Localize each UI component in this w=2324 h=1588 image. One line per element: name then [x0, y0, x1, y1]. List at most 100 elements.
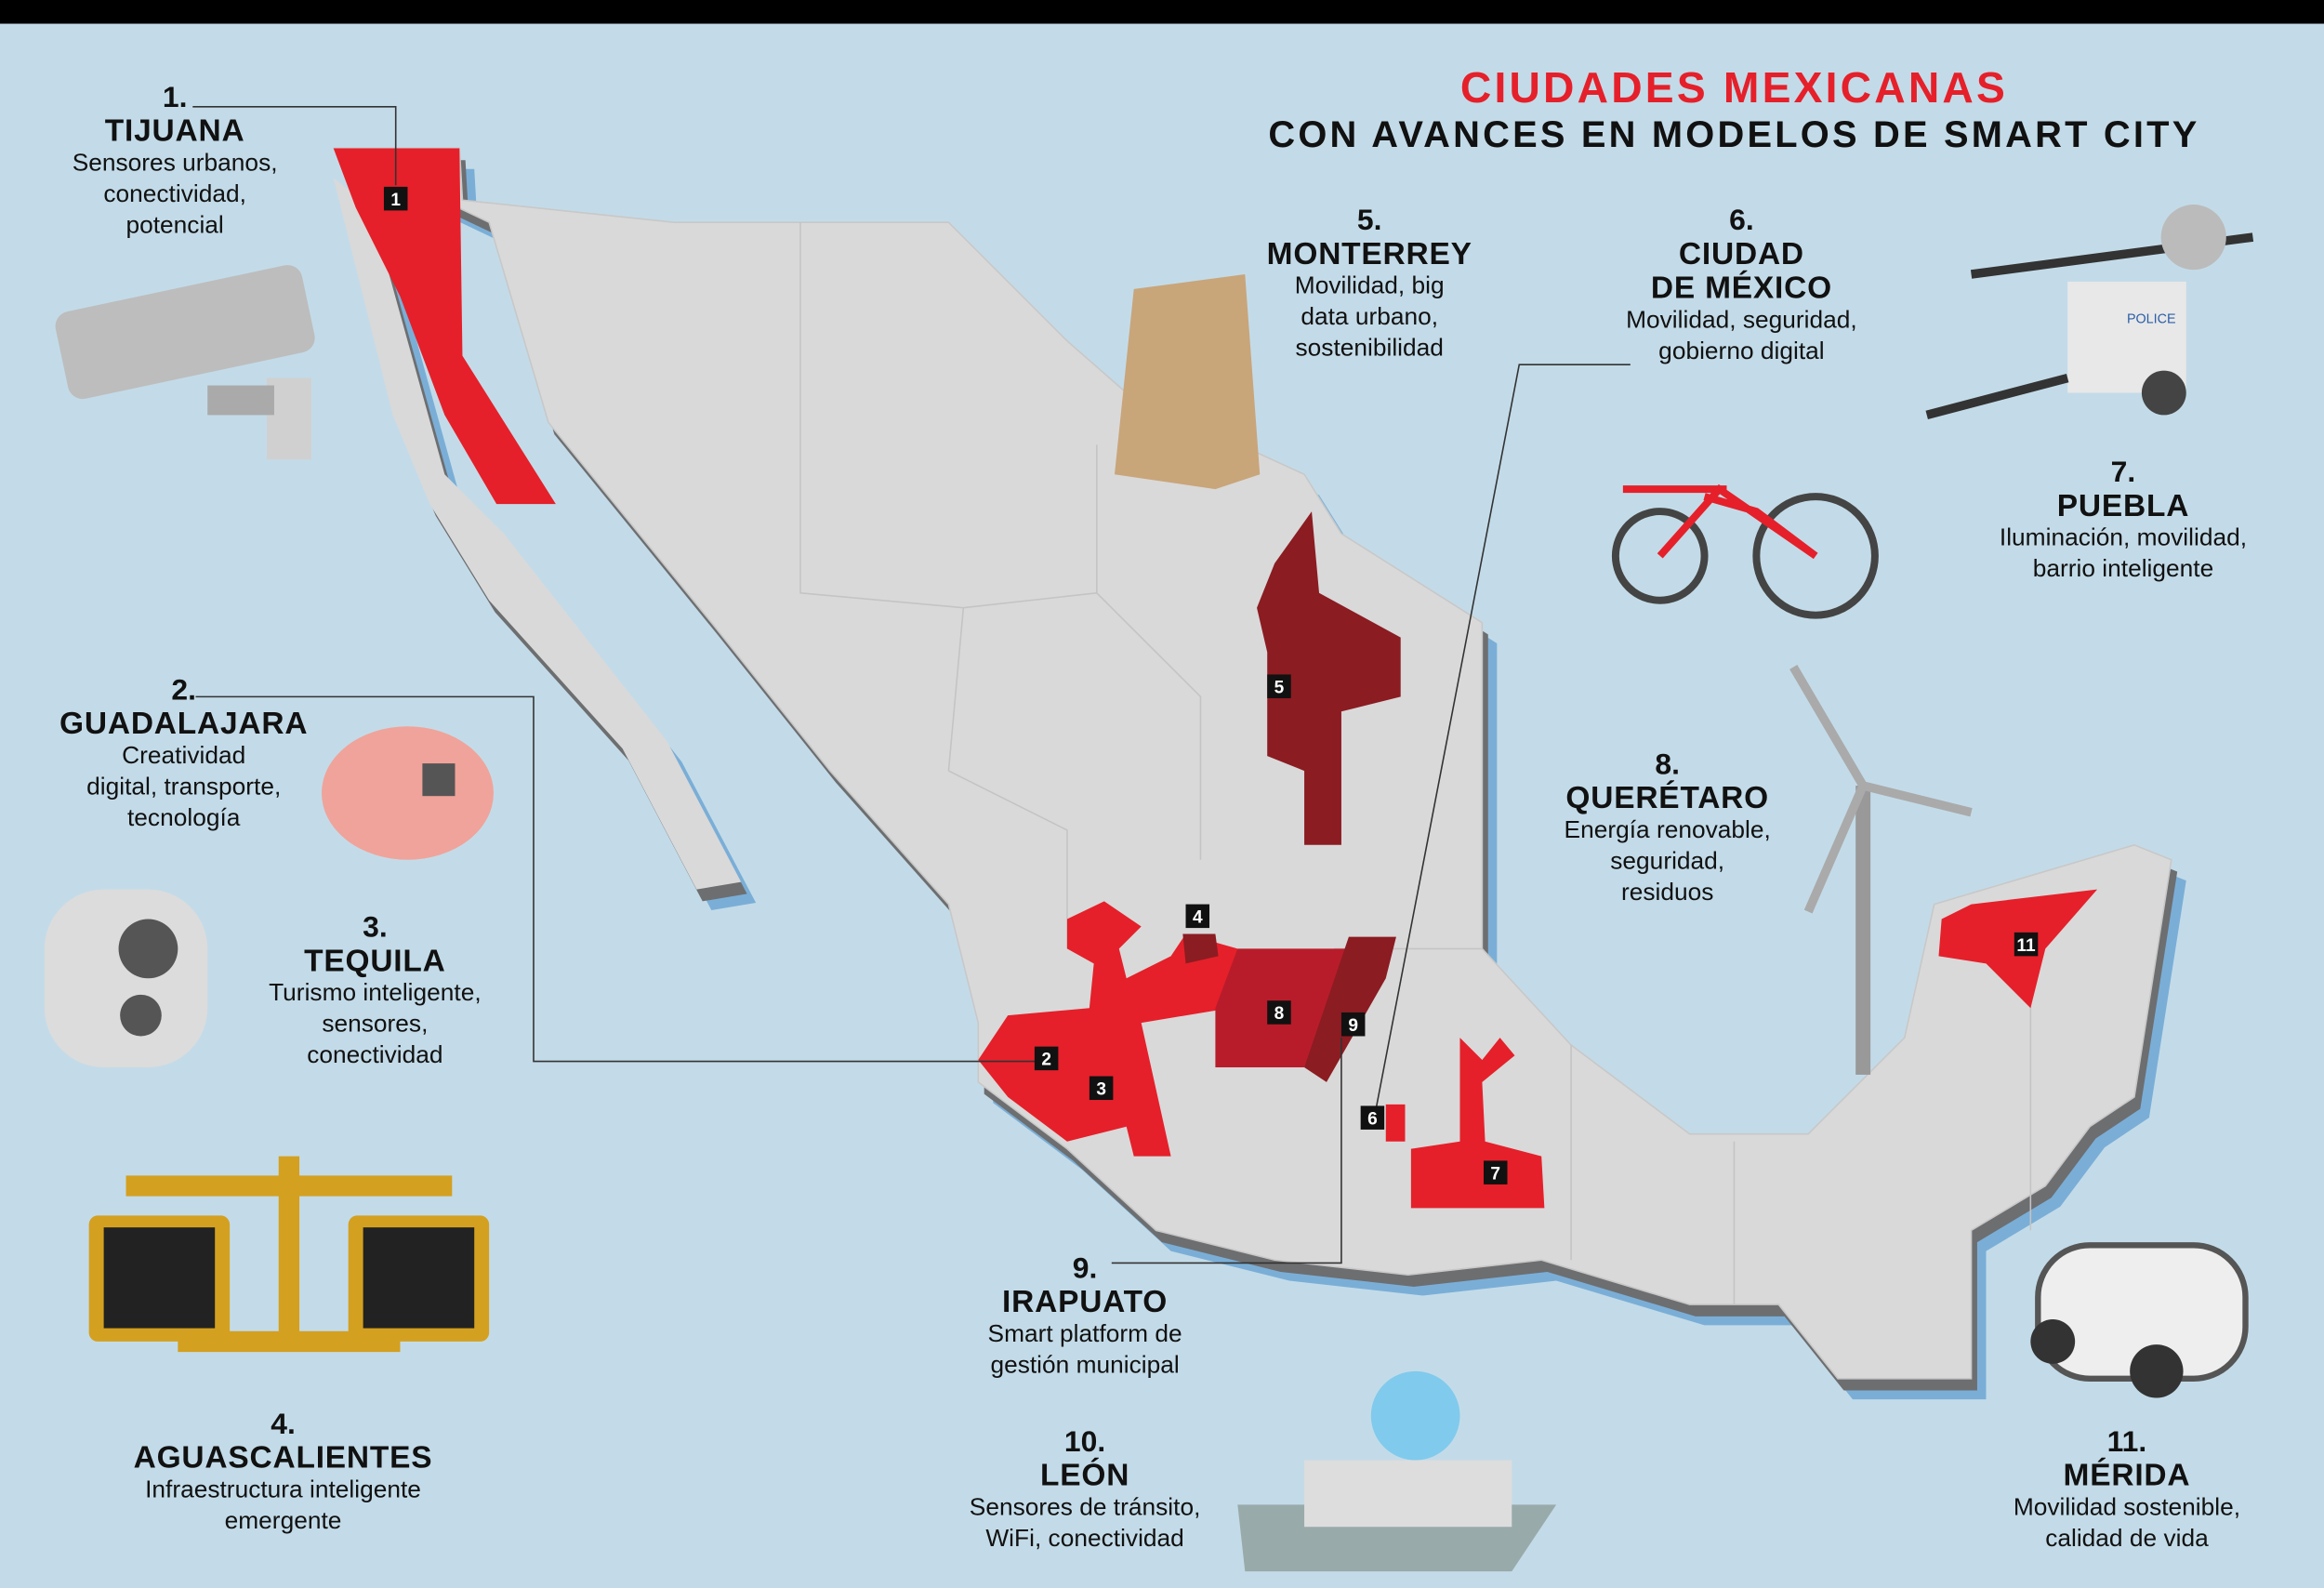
map-markers: 1 2 3 4 5 6 7 8 9 11	[383, 186, 2039, 1184]
city-leon: 10. LEÓN Sensores de tránsito, WiFi, cone…	[937, 1426, 1234, 1555]
city-desc: Sensores de tránsito,	[969, 1494, 1201, 1521]
city-desc: potencial	[125, 211, 224, 239]
map-marker-5	[1267, 674, 1291, 698]
map-marker-label: 3	[1096, 1079, 1106, 1099]
map-marker-label: 5	[1274, 678, 1285, 697]
city-name: TIJUANA	[104, 113, 245, 149]
dome-camera-icon	[44, 889, 208, 1067]
bicycle-icon	[1611, 483, 1879, 619]
pedestrian-signal-icon	[88, 1156, 490, 1353]
city-number: 2.	[171, 674, 197, 708]
title-line-1: CIUDADES MEXICANAS	[1459, 65, 2009, 113]
city-name: PUEBLA	[2056, 489, 2190, 523]
region-cdmx	[1385, 1104, 1406, 1142]
region-irapuato	[1304, 936, 1396, 1082]
city-tequila: 3. TEQUILA Turismo inteligente, sensores,…	[227, 912, 523, 1072]
region-puebla	[1410, 1038, 1545, 1209]
city-desc: Movilidad, big	[1294, 272, 1445, 300]
map-marker-3	[1089, 1076, 1114, 1101]
city-desc: Creatividad	[122, 742, 246, 770]
city-desc: sostenibilidad	[1295, 335, 1444, 363]
city-desc: Sensores urbanos,	[72, 150, 278, 177]
svg-text:POLICE: POLICE	[2127, 312, 2176, 327]
leader-lines	[192, 105, 1631, 1264]
city-desc: sensores,	[322, 1011, 429, 1039]
map-marker-9	[1340, 1012, 1366, 1037]
top-bar	[0, 0, 2324, 24]
city-desc: conectividad,	[103, 180, 246, 208]
city-desc: emergente	[224, 1507, 342, 1535]
city-monterrey: 5. MONTERREY Movilidad, big data urbano, s…	[1236, 205, 1503, 364]
map-marker-label: 6	[1367, 1109, 1378, 1129]
city-name: LEÓN	[1039, 1458, 1130, 1493]
map-marker-label: 2	[1041, 1051, 1051, 1070]
security-camera-icon	[55, 265, 315, 460]
city-desc: tecnología	[126, 804, 241, 832]
city-merida: 11. MÉRIDA Movilidad sostenible, calidad …	[1979, 1426, 2276, 1555]
city-queretaro: 8. QUERÉTARO Energía renovable, seguridad…	[1534, 748, 1801, 908]
wind-turbine-icon	[1789, 665, 1973, 1075]
city-desc: residuos	[1620, 879, 1714, 906]
city-name: GUADALAJARA	[59, 707, 309, 742]
light-tower-trailer-icon: POLICE	[1925, 205, 2254, 420]
brain-chip-icon	[321, 726, 494, 860]
map-marker-2	[1034, 1046, 1059, 1071]
region-guadalajara-tequila	[978, 901, 1238, 1157]
city-desc: data urbano,	[1301, 303, 1439, 331]
city-desc: gobierno digital	[1658, 337, 1825, 365]
city-ciudad-de-mexico: 6. CIUDAD DE MÉXICO Movilidad, seguridad…	[1593, 205, 1890, 367]
city-number: 11.	[2106, 1425, 2147, 1459]
city-number: 1.	[162, 81, 188, 114]
city-number: 10.	[1063, 1425, 1106, 1459]
city-desc: Movilidad sostenible,	[2013, 1494, 2241, 1521]
city-number: 7.	[2110, 457, 2136, 490]
infographic-title: CIUDADES MEXICANAS CON AVANCES EN MODELO…	[1156, 65, 2313, 157]
city-number: 3.	[363, 911, 388, 945]
map-marker-label: 4	[1193, 908, 1203, 928]
map-marker-8	[1267, 1000, 1291, 1025]
city-tijuana: 1. TIJUANA Sensores urbanos, conectividad…	[27, 82, 324, 242]
region-tijuana	[333, 148, 556, 505]
city-desc: conectividad	[307, 1041, 443, 1069]
city-desc: gestión municipal	[990, 1352, 1180, 1379]
region-monterrey	[1257, 511, 1401, 845]
city-number: 9.	[1072, 1252, 1098, 1286]
map-marker-7	[1483, 1160, 1508, 1184]
city-desc: Smart platform de	[987, 1320, 1182, 1348]
city-desc: Iluminación, movilidad,	[1999, 524, 2248, 552]
paper-bag-icon	[1114, 273, 1261, 490]
map-marker-label: 9	[1348, 1016, 1358, 1036]
city-number: 8.	[1655, 748, 1681, 782]
city-irapuato: 9. IRAPUATO Smart platform de gestión mun…	[952, 1252, 1219, 1382]
map-marker-label: 1	[390, 191, 401, 210]
map-marker-6	[1360, 1105, 1385, 1130]
city-puebla: 7. PUEBLA Iluminación, movilidad, barrio …	[1964, 457, 2283, 586]
city-desc: digital, transporte,	[86, 774, 282, 801]
map-marker-label: 8	[1274, 1004, 1285, 1024]
city-aguascalientes: 4. AGUASCALIENTES Infraestructura inteli…	[89, 1409, 478, 1538]
city-desc: seguridad,	[1610, 847, 1725, 875]
city-name: DE MÉXICO	[1650, 271, 1832, 306]
map-marker-4	[1185, 904, 1210, 929]
smart-kiosk-icon	[1237, 1370, 1557, 1572]
city-name: MONTERREY	[1266, 237, 1472, 271]
map-marker-label: 11	[2016, 936, 2036, 956]
map-marker-11	[2014, 932, 2039, 957]
region-aguascalientes	[1182, 933, 1219, 964]
city-desc: WiFi, conectividad	[985, 1525, 1184, 1553]
city-desc: barrio inteligente	[2032, 555, 2214, 583]
city-name: IRAPUATO	[1002, 1285, 1169, 1320]
map-marker-1	[383, 186, 408, 211]
city-desc: Movilidad, seguridad,	[1626, 307, 1857, 334]
city-desc: calidad de vida	[2045, 1525, 2209, 1553]
city-desc: Turismo inteligente,	[269, 979, 482, 1007]
city-guadalajara: 2. GUADALAJARA Creatividad digital, trans…	[20, 674, 347, 834]
city-name: QUERÉTARO	[1565, 781, 1770, 815]
city-name: TEQUILA	[304, 944, 446, 979]
city-name: MÉRIDA	[2063, 1458, 2191, 1493]
city-number: 5.	[1356, 205, 1382, 238]
city-desc: Infraestructura inteligente	[145, 1476, 421, 1503]
city-name: CIUDAD	[1678, 237, 1804, 271]
